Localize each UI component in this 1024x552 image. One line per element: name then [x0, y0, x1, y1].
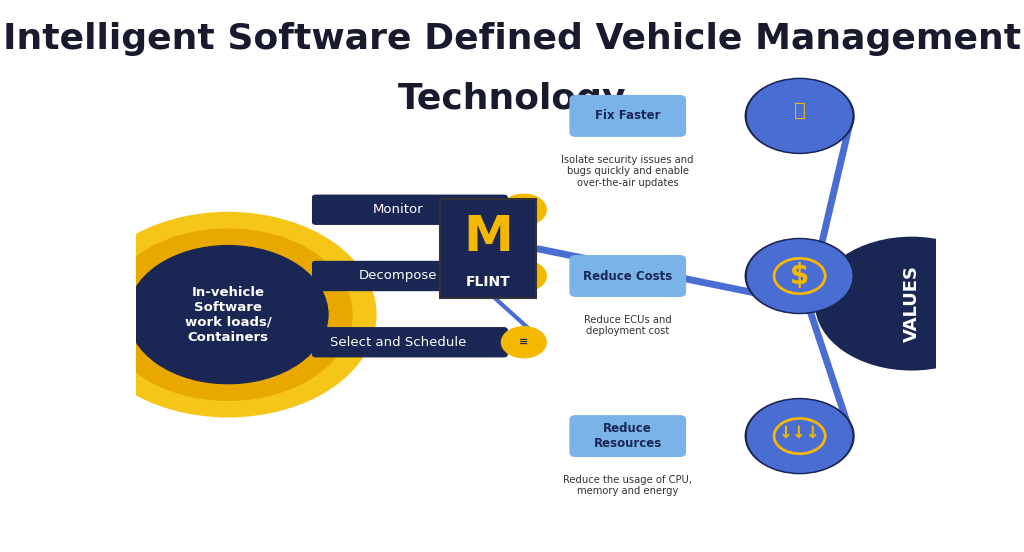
Text: ↓↓↓: ↓↓↓	[779, 424, 820, 442]
Circle shape	[502, 261, 546, 291]
FancyBboxPatch shape	[312, 194, 508, 225]
Text: VALUES: VALUES	[902, 265, 921, 342]
Text: Isolate security issues and
bugs quickly and enable
over-the-air updates: Isolate security issues and bugs quickly…	[561, 155, 694, 188]
Text: 👤: 👤	[794, 101, 806, 120]
Circle shape	[816, 237, 1008, 370]
FancyBboxPatch shape	[569, 255, 686, 297]
FancyBboxPatch shape	[569, 95, 686, 137]
Text: 21: 21	[516, 271, 531, 281]
Text: Reduce
Resources: Reduce Resources	[594, 422, 662, 450]
Text: Reduce ECUs and
deployment cost: Reduce ECUs and deployment cost	[584, 315, 672, 336]
Text: M: M	[463, 214, 513, 261]
Text: FLINT: FLINT	[466, 274, 510, 289]
Text: Select and Schedule: Select and Schedule	[330, 336, 466, 349]
Text: Technology: Technology	[397, 82, 626, 116]
Text: Monitor: Monitor	[373, 203, 423, 216]
Text: Decompose: Decompose	[358, 269, 437, 283]
Circle shape	[748, 80, 852, 152]
Circle shape	[128, 246, 328, 384]
Circle shape	[502, 327, 546, 358]
Circle shape	[745, 238, 854, 314]
FancyBboxPatch shape	[440, 199, 536, 298]
Text: Fix Faster: Fix Faster	[595, 109, 660, 123]
Text: Reduce Costs: Reduce Costs	[583, 269, 673, 283]
Circle shape	[745, 399, 854, 474]
FancyBboxPatch shape	[569, 415, 686, 457]
Circle shape	[748, 400, 852, 472]
Circle shape	[748, 80, 852, 152]
Circle shape	[748, 240, 852, 312]
Circle shape	[748, 240, 852, 312]
Text: ≡: ≡	[519, 337, 528, 347]
Text: $: $	[790, 262, 809, 290]
Text: Reduce the usage of CPU,
memory and energy: Reduce the usage of CPU, memory and ener…	[563, 475, 692, 496]
FancyBboxPatch shape	[312, 261, 508, 291]
FancyBboxPatch shape	[312, 327, 508, 358]
Circle shape	[80, 213, 376, 417]
Circle shape	[745, 78, 854, 153]
Circle shape	[748, 400, 852, 472]
Circle shape	[134, 250, 323, 380]
Circle shape	[502, 194, 546, 225]
Text: 1: 1	[520, 205, 527, 215]
Text: In-vehicle
Software
work loads/
Containers: In-vehicle Software work loads/ Containe…	[184, 285, 271, 344]
Circle shape	[104, 229, 352, 400]
Text: Intelligent Software Defined Vehicle Management: Intelligent Software Defined Vehicle Man…	[3, 22, 1021, 56]
